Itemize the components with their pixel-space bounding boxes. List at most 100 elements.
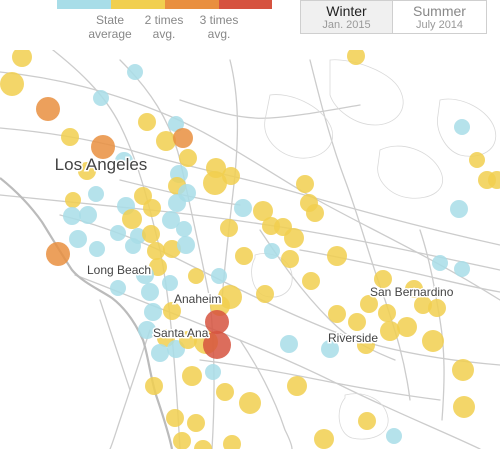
water-use-bubble[interactable] <box>453 396 475 418</box>
water-use-bubble[interactable] <box>203 171 227 195</box>
water-use-bubble[interactable] <box>328 305 346 323</box>
water-use-bubble[interactable] <box>110 280 126 296</box>
water-use-bubble[interactable] <box>65 192 81 208</box>
water-use-bubble[interactable] <box>110 225 126 241</box>
water-use-bubble[interactable] <box>187 414 205 432</box>
water-use-bubble[interactable] <box>147 242 165 260</box>
water-use-bubble[interactable] <box>136 266 154 284</box>
water-use-bubble[interactable] <box>168 116 184 132</box>
water-use-bubble[interactable] <box>0 72 24 96</box>
water-use-bubble[interactable] <box>428 299 446 317</box>
water-use-bubble[interactable] <box>162 275 178 291</box>
water-use-bubble[interactable] <box>264 243 280 259</box>
water-use-bubble[interactable] <box>138 321 156 339</box>
water-use-bubble[interactable] <box>216 383 234 401</box>
water-use-bubble[interactable] <box>287 376 307 396</box>
water-use-bubble[interactable] <box>358 412 376 430</box>
water-use-bubble[interactable] <box>452 359 474 381</box>
water-use-bubble[interactable] <box>36 97 60 121</box>
water-use-bubble[interactable] <box>414 296 432 314</box>
water-use-bubble[interactable] <box>281 250 299 268</box>
water-use-bubble[interactable] <box>182 366 202 386</box>
water-use-bubble[interactable] <box>253 201 273 221</box>
water-use-bubble[interactable] <box>156 131 176 151</box>
water-use-bubble[interactable] <box>280 335 298 353</box>
water-use-bubble[interactable] <box>488 171 500 189</box>
water-use-bubble[interactable] <box>222 167 240 185</box>
water-use-bubble[interactable] <box>380 321 400 341</box>
water-use-bubble[interactable] <box>188 268 204 284</box>
water-use-bubble[interactable] <box>141 283 159 301</box>
water-use-bubble[interactable] <box>211 268 227 284</box>
water-use-bubble[interactable] <box>194 440 212 449</box>
water-use-bubble[interactable] <box>454 261 470 277</box>
water-use-bubble[interactable] <box>93 90 109 106</box>
water-use-bubble[interactable] <box>347 47 365 65</box>
water-use-bubble[interactable] <box>321 340 339 358</box>
water-use-bubble[interactable] <box>239 392 261 414</box>
water-use-bubble[interactable] <box>357 336 375 354</box>
water-use-bubble[interactable] <box>61 128 79 146</box>
water-use-bubble[interactable] <box>163 302 181 320</box>
water-use-bubble[interactable] <box>143 199 161 217</box>
water-use-bubble[interactable] <box>220 219 238 237</box>
water-use-bubble[interactable] <box>138 113 156 131</box>
water-use-bubble[interactable] <box>397 317 417 337</box>
water-use-bubble[interactable] <box>91 135 115 159</box>
water-use-bubble[interactable] <box>115 152 133 170</box>
water-use-bubble[interactable] <box>205 364 221 380</box>
water-use-bubble[interactable] <box>374 270 392 288</box>
water-use-bubble[interactable] <box>205 310 229 334</box>
water-use-bubble[interactable] <box>179 149 197 167</box>
water-use-bubble[interactable] <box>63 207 81 225</box>
water-use-bubble[interactable] <box>327 246 347 266</box>
water-use-bubble[interactable] <box>78 162 96 180</box>
water-use-bubble[interactable] <box>454 119 470 135</box>
water-use-bubble[interactable] <box>149 258 167 276</box>
water-use-bubble[interactable] <box>88 186 104 202</box>
water-use-bubble[interactable] <box>176 221 192 237</box>
water-use-bubble[interactable] <box>142 225 160 243</box>
water-use-bubble[interactable] <box>79 206 97 224</box>
water-use-bubble[interactable] <box>386 428 402 444</box>
water-use-bubble[interactable] <box>405 280 423 298</box>
water-use-bubble[interactable] <box>234 199 252 217</box>
water-use-bubble[interactable] <box>314 429 334 449</box>
water-use-bubble[interactable] <box>203 331 231 359</box>
water-use-bubble[interactable] <box>69 230 87 248</box>
water-use-bubble[interactable] <box>302 272 320 290</box>
water-use-bubble[interactable] <box>432 255 448 271</box>
water-use-bubble[interactable] <box>223 435 241 449</box>
water-use-bubble[interactable] <box>162 211 180 229</box>
water-use-bubble[interactable] <box>125 238 141 254</box>
water-use-bubble[interactable] <box>163 240 181 258</box>
water-use-bubble[interactable] <box>89 241 105 257</box>
water-use-bubble[interactable] <box>177 236 195 254</box>
water-use-bubble[interactable] <box>422 330 444 352</box>
water-use-bubble[interactable] <box>168 194 186 212</box>
water-use-bubble[interactable] <box>179 331 197 349</box>
water-use-bubble[interactable] <box>360 295 378 313</box>
water-use-bubble[interactable] <box>127 64 143 80</box>
water-use-bubble[interactable] <box>296 175 314 193</box>
water-use-bubble[interactable] <box>122 209 142 229</box>
water-use-bubble[interactable] <box>151 344 169 362</box>
water-use-bubble[interactable] <box>145 377 163 395</box>
water-use-bubble[interactable] <box>144 303 162 321</box>
toggle-winter[interactable]: Winter Jan. 2015 <box>300 0 393 34</box>
legend-swatch-2x <box>111 0 165 9</box>
water-use-bubble[interactable] <box>378 304 396 322</box>
water-use-bubble[interactable] <box>469 152 485 168</box>
water-use-bubble[interactable] <box>284 228 304 248</box>
water-use-bubble[interactable] <box>46 242 70 266</box>
water-use-bubble[interactable] <box>348 313 366 331</box>
water-use-bubble[interactable] <box>173 128 193 148</box>
water-use-bubble[interactable] <box>450 200 468 218</box>
water-use-bubble[interactable] <box>256 285 274 303</box>
water-use-bubble[interactable] <box>235 247 253 265</box>
toggle-summer[interactable]: Summer July 2014 <box>392 0 487 34</box>
water-use-bubble[interactable] <box>166 409 184 427</box>
water-use-bubble[interactable] <box>173 432 191 449</box>
water-use-bubble[interactable] <box>12 47 32 67</box>
water-use-bubble[interactable] <box>306 204 324 222</box>
